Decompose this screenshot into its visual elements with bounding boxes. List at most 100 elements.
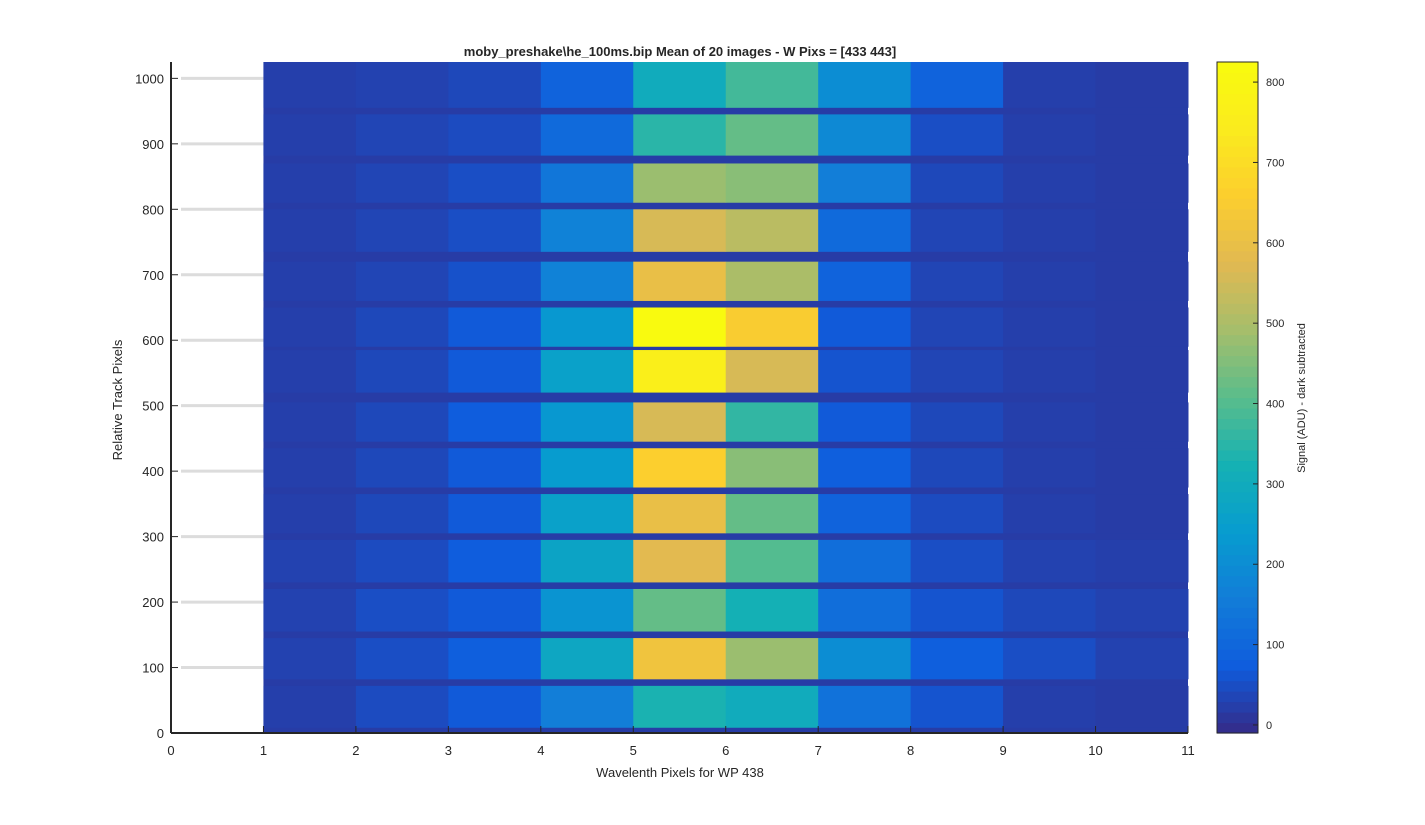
heatmap-cell	[633, 163, 727, 203]
colorbar-segment	[1217, 313, 1258, 325]
y-tick-label: 1000	[135, 71, 164, 86]
heatmap-cell	[818, 114, 912, 156]
x-tick-label: 7	[815, 743, 822, 758]
heatmap-cell	[263, 163, 357, 203]
heatmap-cell	[725, 588, 819, 632]
heatmap-cell	[633, 588, 727, 632]
heatmap-cell	[910, 62, 1004, 108]
heatmap-cell	[1003, 62, 1097, 108]
heatmap-cell	[725, 350, 819, 393]
heatmap-cell	[540, 539, 634, 583]
heatmap-cell	[448, 402, 542, 442]
colorbar-segment	[1217, 418, 1258, 430]
heatmap-cell	[725, 402, 819, 442]
heatmap-cell	[818, 209, 912, 252]
grid-lines	[181, 76, 264, 670]
heatmap-cell	[448, 588, 542, 632]
colorbar-segment	[1217, 271, 1258, 283]
x-tick-label: 2	[352, 743, 359, 758]
colorbar-segment	[1217, 502, 1258, 514]
heatmap-cell	[910, 261, 1004, 301]
colorbar-segment	[1217, 617, 1258, 629]
colorbar-tick-label: 500	[1266, 318, 1284, 330]
colorbar-segment	[1217, 387, 1258, 399]
x-tick-label: 5	[630, 743, 637, 758]
heatmap-cell	[448, 114, 542, 156]
heatmap-cell	[725, 685, 819, 728]
colorbar-segment	[1217, 607, 1258, 619]
heatmap-cell	[633, 494, 727, 534]
colorbar-segment	[1217, 439, 1258, 451]
heatmap-cell	[540, 685, 634, 728]
colorbar-segment	[1217, 114, 1258, 126]
colorbar-segment	[1217, 596, 1258, 608]
colorbar-segment	[1217, 533, 1258, 545]
heatmap-cell	[355, 350, 449, 393]
heatmap-cell	[725, 209, 819, 252]
heatmap-cell	[633, 448, 727, 488]
heatmap-cell	[633, 685, 727, 728]
heatmap-cell	[540, 402, 634, 442]
heatmap-cell	[355, 588, 449, 632]
colorbar-segment	[1217, 575, 1258, 587]
colorbar-segment	[1217, 512, 1258, 524]
heatmap-cell	[818, 494, 912, 534]
heatmap-cell	[355, 261, 449, 301]
colorbar-segment	[1217, 93, 1258, 105]
heatmap-cell	[1095, 163, 1189, 203]
colorbar-segment	[1217, 103, 1258, 116]
heatmap-cell	[540, 448, 634, 488]
heatmap-cell	[910, 638, 1004, 680]
heatmap-cell	[263, 539, 357, 583]
colorbar-frame	[1216, 61, 1259, 734]
heatmap-cell	[818, 307, 912, 347]
colorbar-segment	[1217, 366, 1258, 378]
heatmap-cell	[448, 685, 542, 728]
colorbar-segment	[1217, 691, 1258, 703]
heatmap-cell	[263, 685, 357, 728]
x-tick-label: 10	[1088, 743, 1102, 758]
colorbar-segment	[1217, 680, 1258, 692]
colorbar-segment	[1217, 208, 1258, 220]
x-tick-label: 9	[999, 743, 1006, 758]
x-tick-label: 6	[722, 743, 729, 758]
heatmap-cell	[910, 685, 1004, 728]
colorbar-label: Signal (ADU) - dark subtracted	[1296, 323, 1308, 473]
heatmap-cell	[540, 638, 634, 680]
heatmap-cell	[1003, 588, 1097, 632]
heatmap-cell	[263, 588, 357, 632]
heatmap-cell	[725, 638, 819, 680]
colorbar-tick-label: 800	[1266, 77, 1284, 89]
heatmap-cell	[448, 261, 542, 301]
colorbar-tick-label: 100	[1266, 640, 1284, 652]
colorbar-tick-label: 0	[1266, 720, 1272, 732]
axes-frame	[170, 62, 1188, 734]
colorbar-segment	[1217, 345, 1258, 357]
colorbar-segment	[1217, 712, 1258, 724]
x-tick-label: 4	[537, 743, 544, 758]
colorbar-segment	[1217, 460, 1258, 472]
heatmap-cell	[1003, 307, 1097, 347]
colorbar-segment	[1217, 229, 1258, 241]
colorbar-segment	[1217, 303, 1258, 315]
heatmap-cell	[448, 638, 542, 680]
heatmap-cell	[725, 163, 819, 203]
heatmap-cell	[1003, 638, 1097, 680]
y-tick-label: 400	[142, 464, 164, 479]
heatmap-cell	[540, 261, 634, 301]
heatmap-cell	[910, 588, 1004, 632]
x-tick-label: 0	[167, 743, 174, 758]
heatmap-cell	[263, 307, 357, 347]
heatmap-cell	[1095, 494, 1189, 534]
heatmap-cell	[1095, 261, 1189, 301]
heatmap-cell	[1095, 62, 1189, 108]
colorbar-segment	[1217, 523, 1258, 535]
heatmap-cell	[910, 402, 1004, 442]
heatmap-cell	[1095, 114, 1189, 156]
heatmap-cell	[725, 448, 819, 488]
heatmap-cell	[818, 588, 912, 632]
colorbar-segment	[1217, 177, 1258, 189]
x-axis-label: Wavelenth Pixels for WP 438	[596, 765, 764, 780]
colorbar-segment	[1217, 722, 1258, 734]
colorbar-gradient	[1217, 62, 1258, 734]
